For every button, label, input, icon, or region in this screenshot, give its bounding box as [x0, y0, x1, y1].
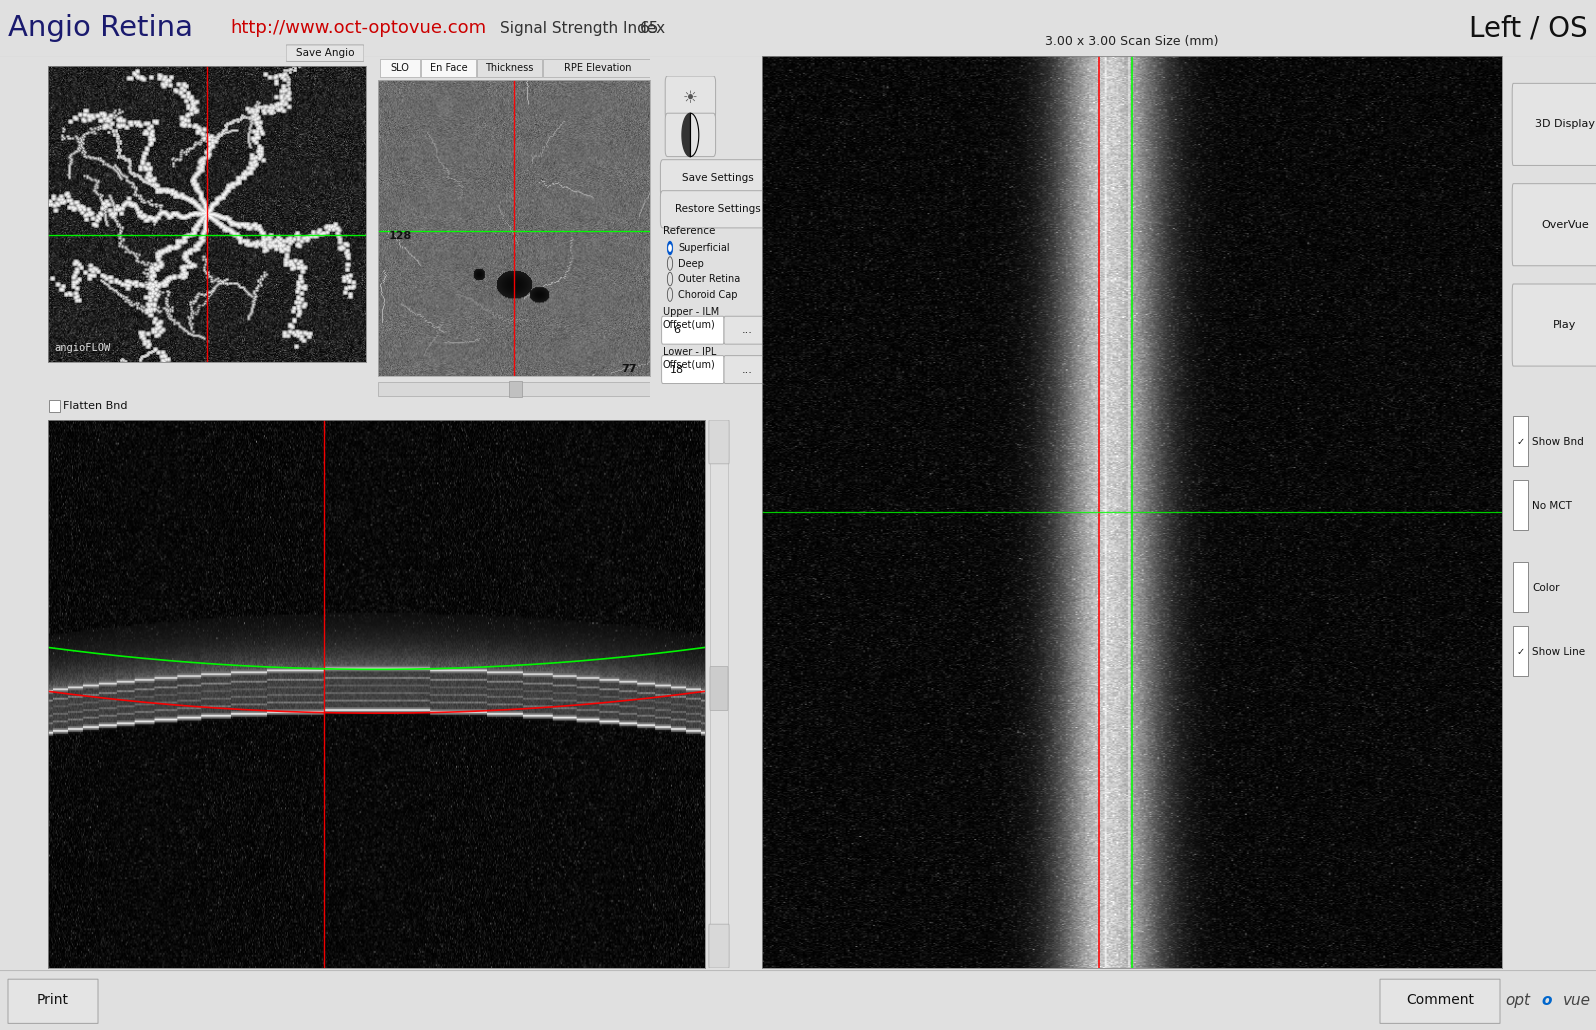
Text: OverVue: OverVue — [1542, 219, 1590, 230]
FancyBboxPatch shape — [709, 924, 729, 968]
FancyBboxPatch shape — [8, 980, 97, 1024]
FancyBboxPatch shape — [666, 113, 715, 157]
Circle shape — [669, 245, 672, 251]
Text: Print: Print — [37, 993, 69, 1007]
Text: 6: 6 — [674, 325, 681, 335]
Text: Upper - ILM
Offset(um): Upper - ILM Offset(um) — [662, 307, 720, 330]
Text: Comment: Comment — [1406, 993, 1475, 1007]
Text: o: o — [1542, 993, 1553, 1007]
Bar — [1513, 626, 1527, 676]
Text: 65: 65 — [640, 21, 659, 36]
FancyBboxPatch shape — [477, 60, 543, 77]
Text: Color: Color — [1532, 583, 1559, 592]
FancyBboxPatch shape — [661, 160, 776, 197]
Text: Thickness: Thickness — [485, 63, 533, 73]
FancyBboxPatch shape — [666, 76, 715, 119]
FancyBboxPatch shape — [661, 191, 776, 228]
Bar — [1513, 416, 1527, 467]
Text: Reference: Reference — [662, 227, 715, 236]
Text: Restore Settings: Restore Settings — [675, 204, 761, 214]
Bar — [378, 382, 650, 397]
FancyBboxPatch shape — [1381, 980, 1500, 1024]
FancyBboxPatch shape — [662, 355, 725, 383]
FancyBboxPatch shape — [1511, 83, 1596, 166]
Text: Flatten Bnd: Flatten Bnd — [64, 401, 128, 411]
FancyBboxPatch shape — [543, 60, 653, 77]
Polygon shape — [681, 113, 691, 157]
Text: http://www.oct-optovue.com: http://www.oct-optovue.com — [230, 20, 487, 37]
Bar — [49, 400, 61, 412]
FancyBboxPatch shape — [380, 60, 420, 77]
FancyBboxPatch shape — [286, 45, 364, 62]
Text: 18: 18 — [670, 365, 685, 375]
Bar — [1513, 480, 1527, 530]
Text: SLO: SLO — [391, 63, 410, 73]
Text: Outer Retina: Outer Retina — [678, 274, 741, 284]
Bar — [710, 420, 728, 968]
Text: Save Angio: Save Angio — [295, 48, 354, 58]
Text: ✓: ✓ — [1516, 647, 1524, 656]
Text: 3D Display: 3D Display — [1535, 119, 1594, 130]
Text: Save Settings: Save Settings — [681, 173, 753, 183]
Text: Superficial: Superficial — [678, 243, 729, 253]
Text: Deep: Deep — [678, 259, 704, 269]
Bar — [1513, 562, 1527, 612]
Text: 3.00 x 3.00 Scan Size (mm): 3.00 x 3.00 Scan Size (mm) — [1045, 34, 1219, 47]
FancyBboxPatch shape — [421, 60, 476, 77]
FancyBboxPatch shape — [709, 420, 729, 464]
Text: En Face: En Face — [429, 63, 468, 73]
Text: ...: ... — [742, 365, 752, 375]
FancyBboxPatch shape — [725, 355, 769, 383]
Text: Lower - IPL
Offset(um): Lower - IPL Offset(um) — [662, 347, 717, 370]
Text: Show Line: Show Line — [1532, 647, 1585, 656]
Text: ✓: ✓ — [1516, 437, 1524, 447]
Text: Play: Play — [1553, 320, 1577, 330]
Text: No MCT: No MCT — [1532, 501, 1572, 511]
Text: Left / OS: Left / OS — [1470, 14, 1588, 42]
Text: opt: opt — [1505, 993, 1531, 1007]
FancyBboxPatch shape — [1511, 183, 1596, 266]
FancyBboxPatch shape — [1511, 284, 1596, 366]
Text: Angio Retina: Angio Retina — [8, 14, 193, 42]
Text: vue: vue — [1562, 993, 1591, 1007]
Bar — [509, 381, 522, 398]
Circle shape — [667, 241, 672, 254]
Text: 128: 128 — [389, 231, 412, 241]
Text: Choroid Cap: Choroid Cap — [678, 289, 737, 300]
Text: ...: ... — [742, 325, 752, 335]
FancyBboxPatch shape — [725, 316, 769, 344]
Text: ☀: ☀ — [683, 89, 697, 107]
Text: Show Bnd: Show Bnd — [1532, 437, 1583, 447]
FancyBboxPatch shape — [662, 316, 725, 344]
Text: Signal Strength Index: Signal Strength Index — [500, 21, 666, 36]
Text: angioFLOW: angioFLOW — [54, 343, 110, 353]
Text: RPE Elevation: RPE Elevation — [565, 63, 632, 73]
Text: 77: 77 — [621, 365, 637, 374]
FancyBboxPatch shape — [710, 666, 728, 711]
